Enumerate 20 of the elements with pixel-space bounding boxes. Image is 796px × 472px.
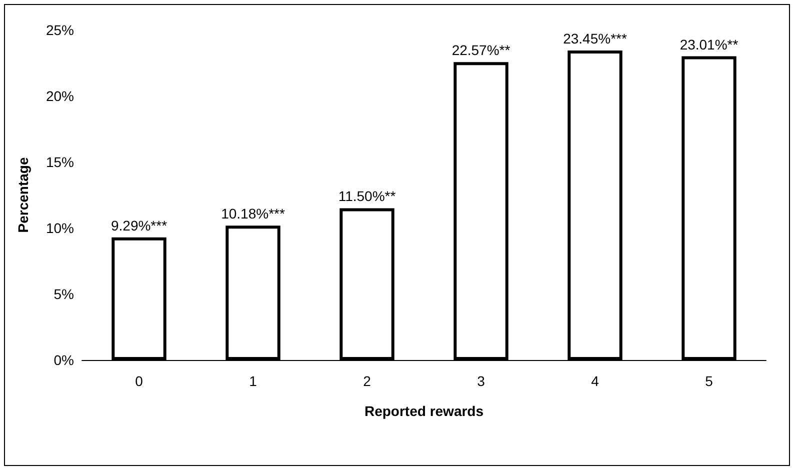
data-label: 23.01%** — [680, 36, 739, 52]
data-label: 9.29%*** — [110, 217, 168, 234]
y-tick-label: 0% — [54, 352, 74, 368]
x-tick-label: 3 — [477, 373, 486, 389]
y-tick-label: 5% — [54, 286, 74, 302]
data-label: 22.57%** — [452, 42, 511, 58]
x-tick-label: 4 — [591, 373, 600, 389]
x-tick-label: 2 — [363, 373, 372, 389]
y-tick-label: 10% — [46, 220, 74, 236]
data-label: 10.18%*** — [221, 206, 286, 222]
data-label: 11.50%** — [338, 188, 396, 204]
x-tick-label: 5 — [705, 373, 714, 389]
y-tick-label: 20% — [46, 88, 74, 104]
x-axis-title: Reported rewards — [364, 403, 484, 419]
y-tick-label: 25% — [46, 22, 74, 38]
data-label: 23.45%*** — [563, 30, 628, 46]
x-tick-label: 1 — [249, 373, 258, 389]
x-tick-label: 0 — [135, 373, 144, 389]
y-axis-title: Percentage — [15, 157, 31, 233]
y-tick-label: 15% — [46, 154, 74, 170]
